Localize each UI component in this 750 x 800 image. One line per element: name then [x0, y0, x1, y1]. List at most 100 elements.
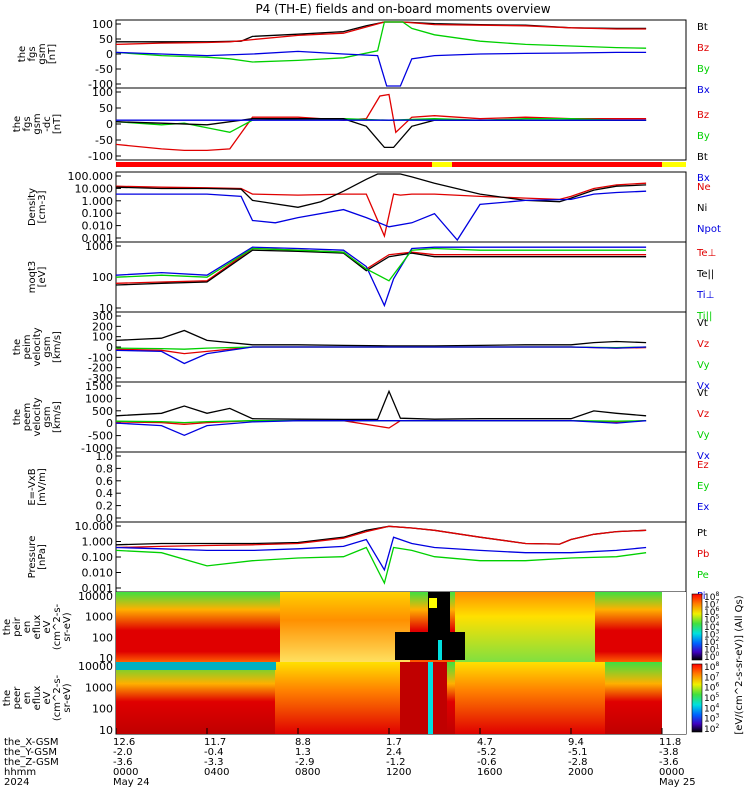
- y-tick-label: 10000: [78, 590, 113, 603]
- y-tick-label: -1000: [81, 442, 113, 455]
- legend-Ex: Ex: [697, 502, 709, 513]
- x-tick-date: May 25: [659, 777, 696, 788]
- legend-Vy: Vy: [697, 430, 710, 441]
- y-axis-label-line: peir: [12, 616, 23, 636]
- series-line-Npot: [116, 190, 647, 242]
- y-axis-label-line: the: [2, 690, 13, 706]
- x-tick-x: 12.6: [113, 737, 135, 748]
- y-tick-label: 10: [99, 724, 113, 737]
- y-tick-label: 50: [99, 102, 113, 115]
- y-tick-label: 1500: [85, 380, 113, 393]
- legend-Ez: Ez: [697, 460, 709, 471]
- colorbar-tick-exp: 7: [715, 599, 719, 606]
- series-line-Vx: [115, 346, 647, 365]
- panel-pressure: Pressure [nPa] 10.000 1.000 0.100 0.010 0.001 P…: [27, 520, 709, 602]
- y-axis-label-line: peim: [22, 334, 33, 359]
- y-axis-label-line: peem: [22, 403, 33, 431]
- series-line-Ti⊥: [115, 246, 647, 308]
- legend-Pe: Pe: [697, 570, 709, 581]
- colorbar-tick-exp: 6: [715, 682, 719, 689]
- colorbar-tick-peer: 102: [704, 723, 719, 735]
- x-tick-z: -3.6: [113, 757, 133, 768]
- y-axis-label-line: [nPa]: [37, 544, 48, 570]
- spectrogram-peer: [116, 662, 686, 734]
- series-line-Te||: [115, 249, 647, 286]
- colorbar-tick-exp: 3: [715, 629, 719, 636]
- y-tick-label: 10: [99, 652, 113, 665]
- legend-By: By: [697, 64, 710, 75]
- series-line-Te⊥: [115, 247, 647, 284]
- legend-By: By: [697, 131, 710, 142]
- x-row-label: the_Y-GSM: [4, 747, 57, 758]
- peir-band-4: [595, 592, 662, 662]
- legend-Vt: Vt: [697, 318, 708, 329]
- y-tick-label: 0: [106, 417, 113, 430]
- panel-e-field: E=-VxB [mV/m] 1.00.80.60.40.20.0 Ez Ey Ex: [27, 450, 709, 525]
- x-tick-hhmm: 0000: [113, 767, 138, 778]
- x-tick-x: 9.4: [568, 737, 584, 748]
- colorbar-tick-exp: 8: [715, 591, 719, 598]
- y-tick-label: 10.000: [75, 520, 114, 533]
- legend-Pb: Pb: [697, 549, 709, 560]
- legend-Te||: Te||: [696, 269, 714, 280]
- y-tick-label: 10.000: [75, 182, 114, 195]
- colorbar-tick-exp: 4: [715, 621, 719, 628]
- x-row-label: the_Z-GSM: [4, 757, 59, 768]
- colorbar-tick-exp: 3: [715, 713, 719, 720]
- peir-band-3: [455, 592, 595, 662]
- y-axis-label-line: sr-eV): [62, 683, 73, 712]
- colorbar-tick-exp: 7: [715, 671, 719, 678]
- legend-Vx: Vx: [697, 451, 710, 462]
- colorbar-tick-exp: 2: [715, 723, 719, 730]
- colorbar-title: [eV/(cm^2-s-sr-eV)] (All Qs): [734, 595, 745, 734]
- y-tick-label: 0: [106, 48, 113, 61]
- peir-cyan-spike: [438, 640, 442, 660]
- y-tick-label: 0: [106, 341, 113, 354]
- colorbar-peer-bar: [691, 663, 703, 733]
- x-tick-hhmm: 0000: [659, 767, 684, 778]
- panel-frame: [115, 381, 687, 453]
- series-line-Ni: [115, 173, 647, 208]
- y-tick-label: 0.001: [82, 582, 114, 595]
- y-axis-label-line: the: [12, 339, 23, 355]
- y-tick-label: 0.2: [96, 500, 114, 513]
- y-tick-label: 1000: [85, 240, 113, 253]
- colorbar-tick-exp: 0: [715, 651, 719, 658]
- panel-peir-en-eflux: the peir en eflux eV (cm^2-s-sr-eV) 10000 1000 1…: [2, 590, 687, 665]
- y-axis-label-line: moqt3: [27, 261, 38, 294]
- series-line-Ti||: [115, 247, 647, 282]
- colorbar-tick-exp: 5: [715, 614, 719, 621]
- peer-band-2: [275, 662, 415, 734]
- x-tick-x: 4.7: [477, 737, 493, 748]
- panel-frame: [115, 19, 687, 89]
- y-axis-label-line: eV: [42, 691, 53, 704]
- panel-fgs-gsm-dc: the fgs gsm -dc [nT] 100 50 0 -50 -100 Bz By Bt Bx: [12, 86, 710, 184]
- y-tick-label: 1000: [85, 392, 113, 405]
- y-tick-label: -500: [88, 430, 113, 443]
- y-tick-label: 1.000: [82, 536, 114, 549]
- y-axis-label-line: [eV]: [37, 267, 48, 288]
- y-axis-label-line: [cm-3]: [37, 190, 48, 223]
- series-line-Pi: [115, 536, 647, 572]
- y-axis-label-line: fgs: [27, 46, 38, 61]
- legend-Ey: Ey: [697, 481, 709, 492]
- status-bar-red-2: [452, 162, 662, 167]
- x-tick-z: -3.6: [659, 757, 679, 768]
- x-tick-z: -3.3: [204, 757, 224, 768]
- y-axis-label-line: gsm: [32, 113, 43, 134]
- y-tick-label: 1.000: [82, 195, 114, 208]
- series-line-Pe: [115, 546, 647, 585]
- legend-Ti||: Ti||: [696, 311, 712, 322]
- status-bar-yellow-1: [432, 162, 452, 167]
- series-line-Bx: [115, 50, 647, 87]
- y-tick-label: 100: [92, 331, 113, 344]
- x-axis-table: the_X-GSMthe_Y-GSMthe_Z-GSMhhmm202412.6-…: [4, 728, 696, 788]
- x-tick-hhmm: 0400: [204, 767, 229, 778]
- legend-Bt: Bt: [697, 22, 708, 33]
- y-axis-label-line: eflux: [32, 615, 43, 640]
- y-axis-label-line: (cm^2-s-: [52, 674, 63, 721]
- legend-Vx: Vx: [697, 381, 710, 392]
- peer-top-strip: [116, 662, 276, 670]
- y-tick-label: 0.010: [82, 220, 114, 233]
